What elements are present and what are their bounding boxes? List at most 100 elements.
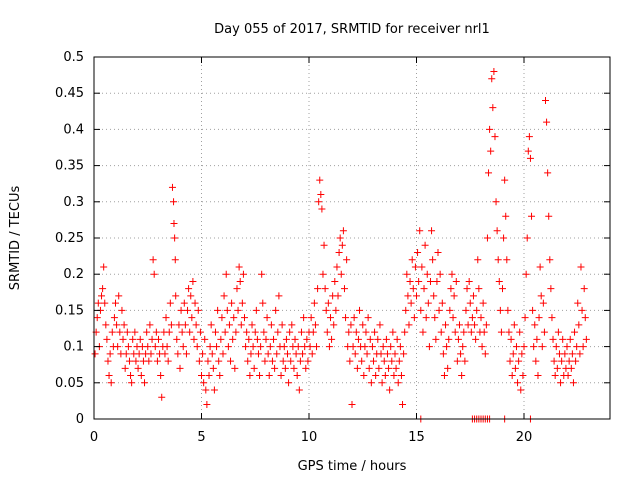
data-point [374, 335, 382, 343]
data-point [185, 285, 193, 293]
data-point [161, 350, 169, 358]
data-point [319, 270, 327, 278]
data-point [340, 285, 348, 293]
data-point [94, 299, 102, 307]
data-point [553, 364, 561, 372]
data-point [426, 277, 434, 285]
data-point [274, 328, 282, 336]
data-point [245, 335, 253, 343]
data-point [222, 270, 230, 278]
data-point [203, 401, 211, 409]
data-point [336, 234, 344, 242]
data-point [428, 227, 436, 235]
data-point [149, 256, 157, 264]
data-point [174, 350, 182, 358]
data-point [573, 343, 581, 351]
data-point [440, 372, 448, 380]
data-point [566, 335, 574, 343]
data-point [411, 263, 419, 271]
data-point [482, 321, 490, 329]
data-point [486, 125, 494, 133]
data-point [438, 299, 446, 307]
data-point [563, 343, 571, 351]
data-point [193, 343, 201, 351]
data-point [257, 343, 265, 351]
x-tick-label: 20 [516, 430, 533, 445]
data-point [480, 328, 488, 336]
data-point [127, 372, 135, 380]
data-point [356, 306, 364, 314]
data-point [200, 379, 208, 387]
data-point [171, 256, 179, 264]
data-point [217, 335, 225, 343]
data-point [496, 306, 504, 314]
data-point [543, 118, 551, 126]
y-tick-label: 0.5 [63, 50, 84, 65]
data-point [518, 350, 526, 358]
data-point [315, 198, 323, 206]
data-point [433, 277, 441, 285]
data-point [392, 364, 400, 372]
data-point [479, 299, 487, 307]
data-point [103, 335, 111, 343]
y-tick-label: 0.2 [63, 267, 84, 282]
data-point [155, 335, 162, 343]
data-point [186, 328, 194, 336]
data-point [545, 212, 553, 220]
data-points [91, 67, 590, 423]
data-point [273, 350, 281, 358]
data-point [110, 314, 118, 322]
data-point [281, 364, 289, 372]
data-point [500, 234, 508, 242]
data-point [265, 372, 273, 380]
data-point [434, 248, 442, 256]
data-point [144, 343, 152, 351]
data-point [448, 270, 456, 278]
data-point [542, 96, 549, 104]
data-point [532, 357, 540, 365]
data-point [136, 335, 144, 343]
data-point [522, 270, 530, 278]
data-point [153, 357, 161, 365]
data-point [473, 306, 481, 314]
y-tick-label: 0 [76, 412, 84, 427]
data-point [361, 343, 369, 351]
data-point [463, 285, 471, 293]
data-point [439, 350, 447, 358]
data-point [116, 328, 124, 336]
data-point [294, 343, 302, 351]
data-point [362, 328, 370, 336]
data-point [568, 350, 576, 358]
data-point [107, 379, 115, 387]
data-point [278, 321, 286, 329]
data-point [409, 285, 417, 293]
data-point [286, 328, 294, 336]
data-point [299, 350, 307, 358]
data-point [182, 350, 190, 358]
data-point [91, 350, 99, 358]
data-point [251, 328, 259, 336]
data-point [221, 328, 229, 336]
data-point [333, 263, 341, 271]
data-point [501, 176, 509, 184]
data-point [358, 357, 366, 365]
data-point [400, 350, 408, 358]
data-point [422, 314, 430, 322]
data-point [131, 328, 139, 336]
data-point [184, 306, 192, 314]
data-point [170, 198, 178, 206]
data-point [128, 379, 136, 387]
data-point [491, 133, 499, 141]
data-point [120, 321, 128, 329]
data-point [227, 357, 235, 365]
data-point [365, 364, 373, 372]
data-point [262, 335, 270, 343]
data-point [572, 357, 580, 365]
data-point [115, 292, 123, 300]
data-point [425, 343, 433, 351]
data-point [343, 256, 351, 264]
data-point [211, 328, 219, 336]
data-point [261, 357, 269, 365]
data-point [147, 350, 155, 358]
data-point [443, 343, 451, 351]
